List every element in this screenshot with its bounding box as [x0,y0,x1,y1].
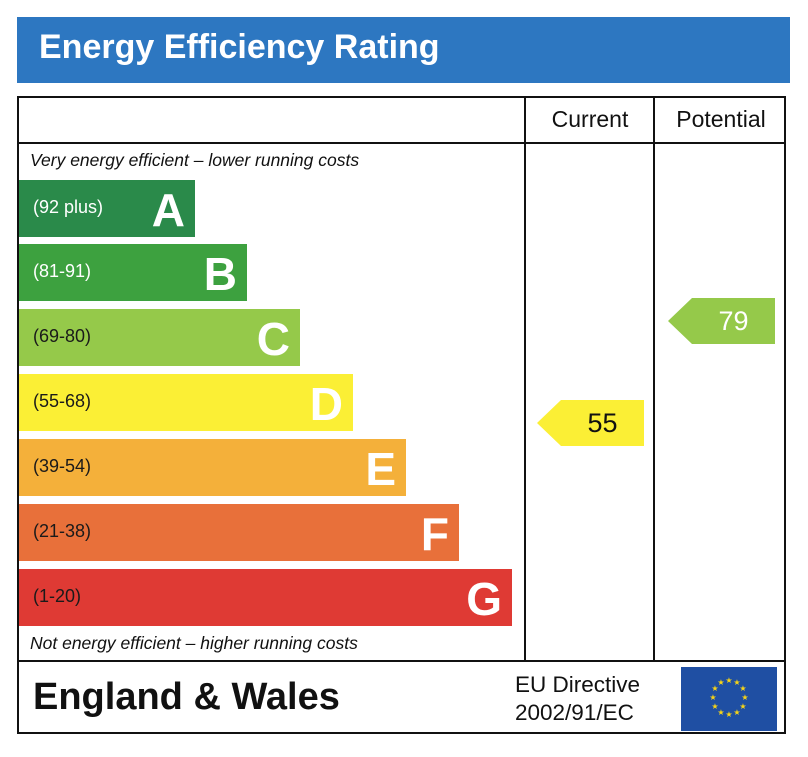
chart-title: Energy Efficiency Rating [39,28,440,66]
band-range-label: (81-91) [33,261,92,281]
directive-line-2: 2002/91/EC [515,700,634,725]
column-divider-current [524,96,526,662]
svg-text:★: ★ [725,710,732,719]
band-range-label: (39-54) [33,456,92,476]
directive-line-1: EU Directive [515,672,641,697]
band-f: (21-38) F [19,504,459,561]
caption-bottom: Not energy efficient – higher running co… [30,633,358,653]
svg-text:★: ★ [733,678,740,687]
footer-directive: EU Directive 2002/91/EC [515,671,640,727]
band-letter: G [466,573,502,625]
band-letter: D [309,378,343,430]
band-c: (69-80) C [19,309,300,366]
caption-top: Very energy efficient – lower running co… [30,150,360,170]
svg-text:★: ★ [725,676,732,685]
rating-value-potential: 79 [718,306,749,336]
column-divider-potential [653,96,655,662]
band-g: (1-20) G [19,569,512,626]
band-letter: B [203,248,237,300]
svg-text:★: ★ [733,708,740,717]
footer-divider [17,660,786,662]
header-divider [17,142,786,144]
title-bar: Energy Efficiency Rating [17,17,790,83]
column-header-current: Current [551,106,629,132]
svg-text:★: ★ [711,702,718,711]
band-letter: C [256,313,290,365]
band-letter: F [420,508,449,560]
band-letter: A [151,184,185,236]
svg-text:★: ★ [717,708,724,717]
band-range-label: (55-68) [33,391,92,411]
band-range-label: (69-80) [33,326,92,346]
rating-value-current: 55 [587,408,618,438]
band-range-label: (1-20) [33,586,82,606]
svg-text:★: ★ [739,684,746,693]
band-range-label: (21-38) [33,521,92,541]
band-letter: E [365,443,396,495]
eu-flag-stars: ★ ★ ★ ★ ★ ★ ★ ★ ★ ★ ★ ★ [709,676,748,719]
svg-text:★: ★ [741,693,748,702]
eu-flag-icon: ★ ★ ★ ★ ★ ★ ★ ★ ★ ★ ★ ★ [681,667,777,731]
band-b: (81-91) B [19,244,247,301]
svg-text:★: ★ [711,684,718,693]
column-header-potential: Potential [676,106,766,132]
rating-arrow-potential [668,298,775,344]
rating-frame [17,96,786,734]
footer-country: England & Wales [33,676,340,718]
band-range-label: (92 plus) [33,197,104,217]
band-a: (92 plus) A [19,180,195,237]
band-e: (39-54) E [19,439,406,496]
svg-text:★: ★ [709,693,716,702]
band-d: (55-68) D [19,374,353,431]
svg-text:★: ★ [739,702,746,711]
rating-arrow-current [537,400,644,446]
svg-text:★: ★ [717,678,724,687]
